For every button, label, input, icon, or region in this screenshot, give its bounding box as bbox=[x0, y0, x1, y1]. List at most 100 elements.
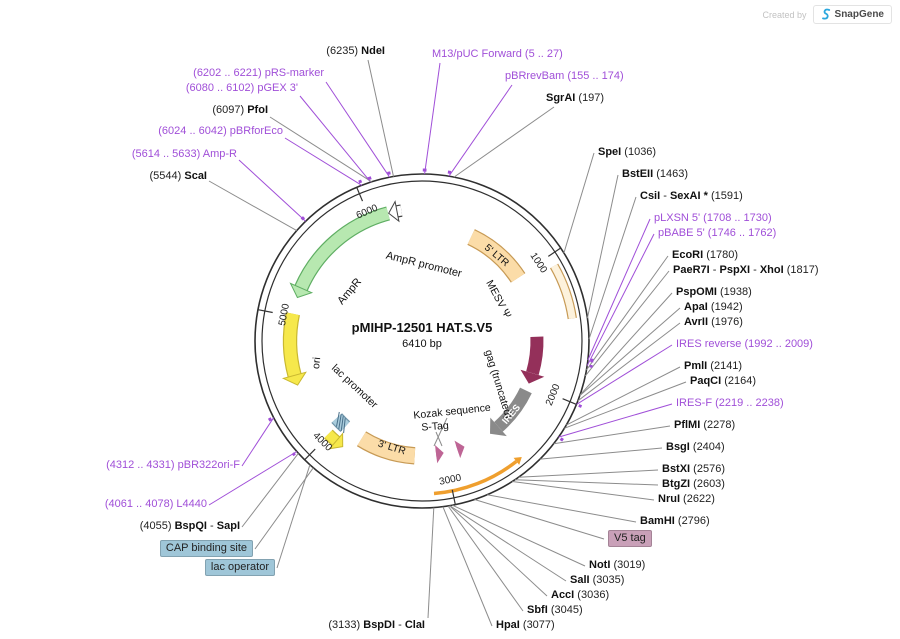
site-label-pspomi[interactable]: PspOMI (1938) bbox=[676, 286, 752, 299]
connector-bsteii bbox=[586, 174, 619, 319]
primer-mark-1[interactable] bbox=[447, 170, 452, 174]
label-text: (1817) bbox=[783, 264, 819, 276]
connector-avrii bbox=[577, 322, 681, 402]
label-text: NdeI bbox=[361, 45, 385, 57]
feature-lac-promoter[interactable] bbox=[323, 429, 344, 450]
inner-label-kozak[interactable]: Kozak sequence bbox=[413, 402, 492, 422]
site-label-plxsn-5[interactable]: pLXSN 5' (1708 .. 1730) bbox=[654, 212, 772, 225]
label-text: - bbox=[206, 520, 217, 532]
primer-mark-5[interactable] bbox=[300, 216, 306, 221]
feature-ltr3[interactable] bbox=[356, 431, 416, 465]
site-label-bspdi-clai[interactable]: (3133) BspDI - ClaI bbox=[328, 619, 425, 632]
label-text: IRES reverse (1992 .. 2009) bbox=[676, 338, 813, 350]
site-label-btgzi[interactable]: BtgZI (2603) bbox=[662, 478, 725, 491]
site-label-ires-f[interactable]: IRES-F (2219 .. 2238) bbox=[676, 397, 784, 410]
site-label-amp-r-primer[interactable]: (5614 .. 5633) Amp-R bbox=[132, 148, 237, 161]
site-label-sali[interactable]: SalI (3035) bbox=[570, 574, 624, 587]
feature-ampr-promoter[interactable] bbox=[388, 200, 403, 223]
site-label-pgex-3[interactable]: (6080 .. 6102) pGEX 3' bbox=[186, 82, 298, 95]
watermark-created-by: Created by bbox=[762, 9, 807, 20]
site-label-scai[interactable]: (5544) ScaI bbox=[150, 170, 208, 183]
label-text: pBABE 5' (1746 .. 1762) bbox=[658, 227, 777, 239]
primer-mark-10[interactable] bbox=[267, 417, 273, 422]
primer-mark-3[interactable] bbox=[367, 176, 372, 181]
primer-mark-8[interactable] bbox=[578, 404, 583, 408]
site-label-spei[interactable]: SpeI (1036) bbox=[598, 146, 656, 159]
site-label-lac-operator[interactable]: lac operator bbox=[204, 559, 275, 576]
primer-mark-4[interactable] bbox=[358, 179, 363, 184]
feature-v5-feature[interactable] bbox=[454, 440, 465, 459]
site-label-pmli[interactable]: PmlI (2141) bbox=[684, 360, 742, 373]
site-label-sgrai[interactable]: SgrAI (197) bbox=[546, 92, 604, 105]
site-label-avrii[interactable]: AvrII (1976) bbox=[684, 316, 743, 329]
label-text: - bbox=[750, 264, 760, 276]
label-text: PmlI bbox=[684, 360, 708, 372]
primer-mark-2[interactable] bbox=[387, 171, 391, 175]
site-label-pfoi[interactable]: (6097) PfoI bbox=[212, 104, 268, 117]
site-label-hpai[interactable]: HpaI (3077) bbox=[496, 619, 555, 632]
site-label-l4440[interactable]: (4061 .. 4078) L4440 bbox=[105, 498, 207, 511]
plasmid-name: pMIHP-12501 HAT.S.V5 bbox=[351, 320, 493, 335]
connector-pfoi bbox=[269, 116, 372, 183]
feature-gene-arc[interactable] bbox=[433, 457, 522, 496]
site-label-paqci[interactable]: PaqCI (2164) bbox=[690, 375, 756, 388]
inner-label-ori[interactable]: ori bbox=[310, 357, 323, 370]
feature-gag[interactable] bbox=[520, 336, 545, 384]
site-label-pbrrevbam[interactable]: pBRrevBam (155 .. 174) bbox=[505, 70, 624, 83]
inner-label-ampr-promoter[interactable]: AmpR promoter bbox=[385, 250, 464, 281]
site-label-pbrforeco[interactable]: (6024 .. 6042) pBRforEco bbox=[158, 125, 283, 138]
connector-ndei bbox=[367, 59, 394, 177]
site-label-sbfi[interactable]: SbfI (3045) bbox=[527, 604, 583, 617]
site-label-prs-marker[interactable]: (6202 .. 6221) pRS-marker bbox=[193, 67, 324, 80]
site-label-paer7i-pspxi-xhoi[interactable]: PaeR7I - PspXI - XhoI (1817) bbox=[673, 264, 819, 277]
site-label-ecori[interactable]: EcoRI (1780) bbox=[672, 249, 738, 262]
site-label-bamhi[interactable]: BamHI (2796) bbox=[640, 515, 710, 528]
site-label-noti[interactable]: NotI (3019) bbox=[589, 559, 645, 572]
label-text: (2141) bbox=[707, 360, 743, 372]
site-label-pflmi[interactable]: PflMI (2278) bbox=[674, 419, 735, 432]
connector-pbrforeco bbox=[284, 137, 362, 186]
site-label-apai[interactable]: ApaI (1942) bbox=[684, 301, 743, 314]
label-text: PaqCI bbox=[690, 375, 722, 387]
site-label-pbr322ori-f[interactable]: (4312 .. 4331) pBR322ori-F bbox=[106, 459, 240, 472]
site-label-nrui[interactable]: NruI (2622) bbox=[658, 493, 715, 506]
feature-ires[interactable] bbox=[490, 387, 532, 437]
label-text: (4055) bbox=[139, 520, 175, 532]
feature-ltr5[interactable] bbox=[467, 229, 526, 283]
feature-mesv-psi[interactable] bbox=[549, 263, 577, 320]
site-label-m13-puc-forward[interactable]: M13/pUC Forward (5 .. 27) bbox=[432, 48, 563, 61]
site-label-ndei[interactable]: (6235) NdeI bbox=[326, 45, 385, 58]
snapgene-badge: SnapGene bbox=[812, 5, 892, 24]
site-label-bsteii[interactable]: BstEII (1463) bbox=[622, 168, 688, 181]
label-text: PspOMI bbox=[676, 286, 717, 298]
feature-cap-lacop[interactable] bbox=[331, 411, 351, 434]
inner-label-stag[interactable]: S-Tag bbox=[421, 420, 449, 434]
connector-pflmi bbox=[553, 425, 671, 445]
feature-stag-feature[interactable] bbox=[435, 445, 444, 464]
primer-mark-9[interactable] bbox=[559, 437, 564, 442]
label-text: BspQI bbox=[174, 520, 207, 532]
site-label-v5-tag[interactable]: V5 tag bbox=[608, 530, 652, 547]
inner-label-mesv[interactable]: MESV Ψ bbox=[483, 278, 513, 320]
inner-label-lac-promoter[interactable]: lac promoter bbox=[329, 362, 380, 411]
inner-label-ampr[interactable]: AmpR bbox=[335, 276, 364, 307]
site-label-cap-binding-site[interactable]: CAP binding site bbox=[159, 540, 253, 557]
site-label-pbabe-5[interactable]: pBABE 5' (1746 .. 1762) bbox=[658, 227, 776, 240]
site-label-ires-reverse[interactable]: IRES reverse (1992 .. 2009) bbox=[676, 338, 813, 351]
feature-ampr[interactable] bbox=[289, 206, 391, 299]
label-text: (2278) bbox=[700, 419, 736, 431]
site-label-bstxi[interactable]: BstXI (2576) bbox=[662, 463, 725, 476]
tick-label-3000: 3000 bbox=[438, 472, 462, 487]
site-label-bspqi-sapi[interactable]: (4055) BspQI - SapI bbox=[140, 520, 240, 533]
connector-plxsn-5 bbox=[587, 218, 651, 361]
label-text: (1036) bbox=[621, 146, 657, 158]
primer-mark-11[interactable] bbox=[291, 452, 296, 457]
feature-ori[interactable] bbox=[281, 312, 307, 386]
tick-4000 bbox=[304, 448, 316, 461]
site-label-acci[interactable]: AccI (3036) bbox=[551, 589, 609, 602]
label-text: (2796) bbox=[674, 515, 710, 527]
site-label-bsgi[interactable]: BsgI (2404) bbox=[666, 441, 725, 454]
site-label-csii-sexai[interactable]: CsiI - SexAI * (1591) bbox=[640, 190, 743, 203]
